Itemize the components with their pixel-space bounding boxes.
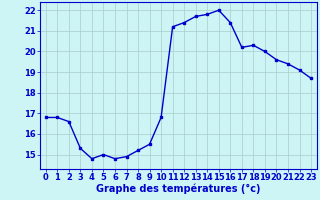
X-axis label: Graphe des températures (°c): Graphe des températures (°c): [96, 184, 261, 194]
